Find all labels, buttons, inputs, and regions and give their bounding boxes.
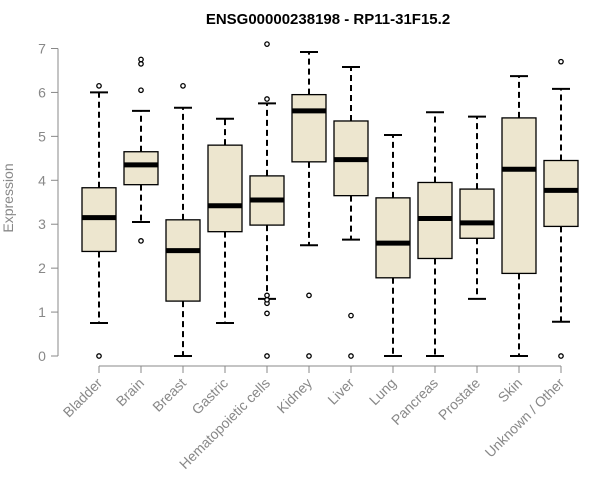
y-tick-label: 2 <box>38 260 46 276</box>
outlier-point <box>348 312 354 319</box>
box-iqr <box>123 151 159 186</box>
x-tick-label: Kidney <box>274 375 316 417</box>
box-iqr <box>165 219 201 302</box>
y-axis-label: Expression <box>0 163 16 232</box>
box-kidney <box>291 51 327 359</box>
box-bladder <box>81 82 117 359</box>
box-skin <box>501 75 537 357</box>
outlier-point <box>558 58 564 65</box>
x-tick-label: Pancreas <box>388 375 441 428</box>
outlier-point <box>138 87 144 94</box>
box-gastric <box>207 117 243 325</box>
outlier-point <box>264 292 270 299</box>
y-tick-label: 5 <box>38 128 46 144</box>
chart-title: ENSG00000238198 - RP11-31F15.2 <box>206 11 450 28</box>
outlier-point <box>306 353 312 359</box>
outlier-point <box>348 353 354 359</box>
outlier-point <box>264 310 270 317</box>
box-prostate <box>459 115 495 300</box>
x-tick-label: Prostate <box>435 375 483 423</box>
outlier-point <box>138 238 144 244</box>
outlier-point <box>264 41 270 47</box>
box-iqr <box>375 197 411 279</box>
x-tick-label: Brain <box>113 375 147 409</box>
outlier-point <box>138 61 144 67</box>
box-iqr <box>291 93 327 163</box>
outlier-point <box>96 82 102 89</box>
outlier-point <box>264 96 270 102</box>
x-tick-label: Liver <box>324 375 357 408</box>
outlier-point <box>180 82 186 89</box>
outlier-point <box>264 353 270 359</box>
box-iqr <box>501 117 537 275</box>
y-tick-label: 7 <box>38 41 46 57</box>
x-tick-label: Lung <box>366 375 399 408</box>
outlier-point <box>306 292 312 299</box>
box-iqr <box>543 159 579 228</box>
y-tick-label: 0 <box>38 348 46 364</box>
x-tick-label: Breast <box>149 375 189 415</box>
x-tick-label: Bladder <box>60 375 106 421</box>
outlier-point <box>138 56 144 63</box>
box-lung <box>375 134 411 357</box>
x-tick-label: Skin <box>495 375 526 406</box>
y-tick-label: 6 <box>38 84 46 100</box>
y-tick-label: 1 <box>38 304 46 320</box>
y-tick-label: 3 <box>38 216 46 232</box>
box-unknown-other <box>543 58 579 359</box>
box-hematopoietic-cells <box>249 41 285 359</box>
boxes <box>81 41 579 359</box>
y-axis: 0 1 2 3 4 5 6 7 <box>38 41 59 364</box>
box-breast <box>165 82 201 357</box>
box-pancreas <box>417 111 453 357</box>
box-liver <box>333 65 369 359</box>
outlier-point <box>264 296 270 303</box>
box-brain <box>123 56 159 244</box>
y-tick-label: 4 <box>38 172 46 188</box>
outlier-point <box>96 353 102 359</box>
outlier-point <box>558 353 564 359</box>
box-iqr <box>459 188 495 239</box>
box-iqr <box>207 144 243 233</box>
x-tick-label: Unknown / Other <box>482 375 568 461</box>
